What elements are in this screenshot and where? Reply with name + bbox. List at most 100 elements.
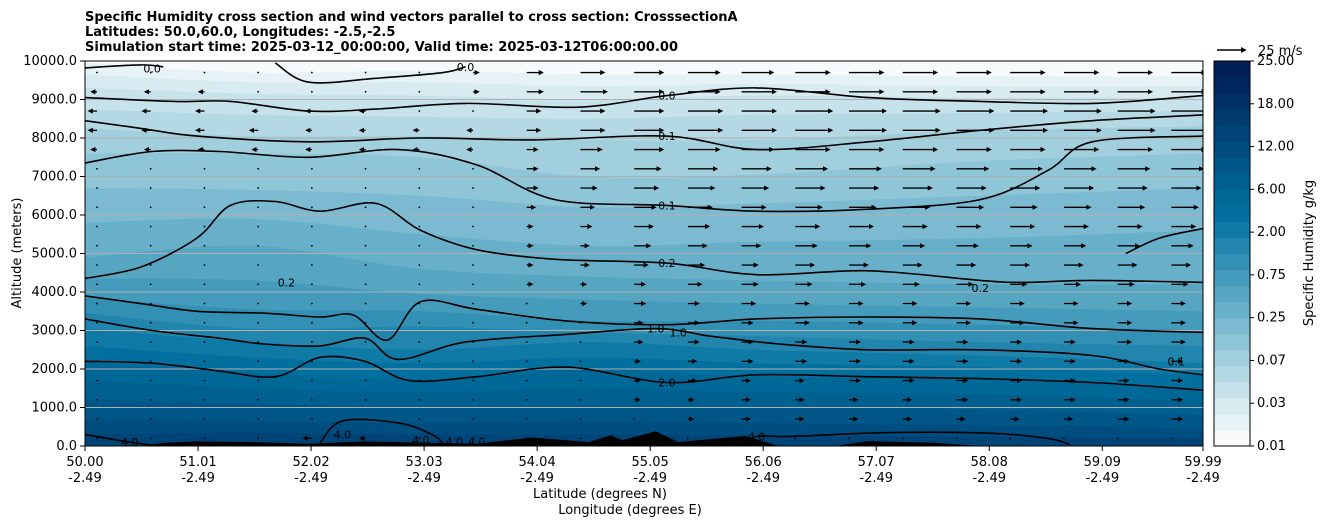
wind-vector: [364, 90, 367, 93]
wind-vector: [472, 321, 474, 324]
wind-vector: [364, 187, 367, 189]
wind-vector: [203, 437, 206, 440]
x-tick-label-lat-6: 56.06: [745, 455, 782, 470]
contour-line-0: [85, 64, 164, 69]
wind-vector: [310, 71, 313, 74]
contour-label-5: 0.2: [658, 257, 676, 270]
x-tick-label-lat-5: 55.05: [632, 455, 669, 470]
wind-vector: [472, 244, 474, 247]
wind-vector: [1170, 437, 1173, 440]
wind-vector: [418, 187, 421, 189]
wind-vector: [418, 321, 421, 324]
wind-vector: [579, 341, 582, 343]
wind-vector: [364, 341, 367, 343]
wind-vector: [525, 321, 528, 324]
contour-label-8: 1.0: [647, 323, 665, 336]
colorbar-swatch-19: [1214, 125, 1250, 142]
wind-vector: [257, 437, 260, 440]
wind-vector: [96, 167, 98, 170]
contour-line-6: [1125, 227, 1203, 255]
wind-vector: [149, 321, 152, 324]
x-tick-label-lon-8: -2.49: [972, 471, 1006, 486]
wind-vector: [310, 187, 313, 189]
wind-vector: [418, 225, 421, 228]
wind-vector: [418, 360, 421, 363]
colorbar-tick-label-4: 0.75: [1257, 268, 1286, 283]
colorbar: 0.01 0.03 0.07 0.25 0.75 2.00 6.00 12.00 18.00 25…: [1213, 54, 1294, 454]
wind-vector: [310, 206, 313, 209]
wind-vector: [203, 379, 206, 382]
y-axis-label: Altitude (meters): [10, 198, 25, 309]
wind-vector: [633, 418, 636, 420]
colorbar-swatch-20: [1214, 109, 1250, 126]
colorbar-tick-label-9: 25.00: [1257, 54, 1294, 69]
x-tick-label-lon-10: -2.49: [1186, 471, 1220, 486]
x-tick-label-lat-1: 51.01: [179, 455, 216, 470]
wind-vector: [364, 398, 367, 401]
wind-vector: [901, 437, 904, 440]
contour-label-14: 4.0: [446, 435, 464, 448]
y-tick-label-5: 5000.0: [32, 247, 78, 262]
humidity-fill-layer: [85, 61, 1203, 446]
wind-vector: [418, 437, 421, 440]
wind-vector: [257, 167, 260, 170]
wind-vector: [418, 244, 421, 247]
contour-label-12: 4.0: [334, 428, 352, 441]
wind-vector: [96, 437, 98, 440]
contour-label-16: 4.0: [748, 430, 766, 443]
wind-vector: [96, 187, 98, 189]
wind-vector: [1116, 437, 1119, 440]
colorbar-swatch-14: [1214, 205, 1250, 222]
wind-vector: [203, 302, 206, 305]
wind-vector: [96, 379, 98, 382]
wind-vector: [364, 321, 367, 324]
wind-vector: [149, 379, 152, 382]
wind-vector: [149, 398, 152, 401]
wind-vector: [96, 264, 98, 266]
wind-vector: [257, 398, 260, 401]
wind-vector: [472, 379, 474, 382]
wind-vector: [310, 90, 313, 93]
colorbar-swatch-8: [1214, 301, 1250, 319]
wind-vector: [579, 360, 582, 363]
chart-title-line-1: Specific Humidity cross section and wind…: [85, 10, 738, 25]
wind-vector: [848, 437, 850, 440]
contour-line-5: [85, 199, 1203, 284]
wind-vector: [257, 187, 260, 189]
contour-line-9: [85, 355, 1203, 391]
colorbar-swatch-1: [1214, 413, 1250, 431]
wind-vector: [96, 206, 98, 209]
y-tick-label-6: 6000.0: [32, 208, 78, 223]
wind-vector: [257, 321, 260, 324]
wind-vector: [364, 379, 367, 382]
x-tick-label-lat-7: 57.07: [858, 455, 895, 470]
wind-vector: [418, 206, 421, 209]
contour-line-4: [85, 135, 1203, 213]
axes-layer: 0.0 1000.0 2000.0 3000.0 4000.0 5000.0 6000.0 7…: [23, 54, 1221, 486]
colorbar-swatch-18: [1214, 141, 1250, 158]
wind-vector: [472, 206, 474, 209]
y-tick-label-4: 4000.0: [32, 285, 78, 300]
wind-vector: [418, 341, 421, 343]
contour-line-2: [85, 87, 1203, 113]
wind-vector: [149, 206, 152, 209]
wind-vector: [418, 264, 421, 266]
wind-vector-layer: [87, 69, 1203, 441]
wind-vector: [149, 244, 152, 247]
wind-vector: [418, 90, 421, 93]
contour-label-4: 0.1: [658, 199, 676, 212]
colorbar-tick-label-5: 2.00: [1257, 225, 1286, 240]
wind-vector: [203, 187, 206, 189]
wind-vector: [418, 418, 421, 420]
wind-vector: [149, 437, 152, 440]
x-tick-label-lon-6: -2.49: [746, 471, 780, 486]
contour-label-11: 4.0: [121, 436, 139, 449]
wind-vector: [525, 437, 528, 440]
contour-label-9: 1.0: [669, 326, 687, 339]
colorbar-tick-label-1: 0.03: [1257, 396, 1286, 411]
terrain-shape: [85, 431, 1203, 446]
wind-vector: [1009, 437, 1012, 440]
wind-vector: [418, 167, 421, 170]
colorbar-label: Specific Humidity g/kg: [1302, 180, 1317, 326]
wind-vector: [364, 71, 367, 74]
